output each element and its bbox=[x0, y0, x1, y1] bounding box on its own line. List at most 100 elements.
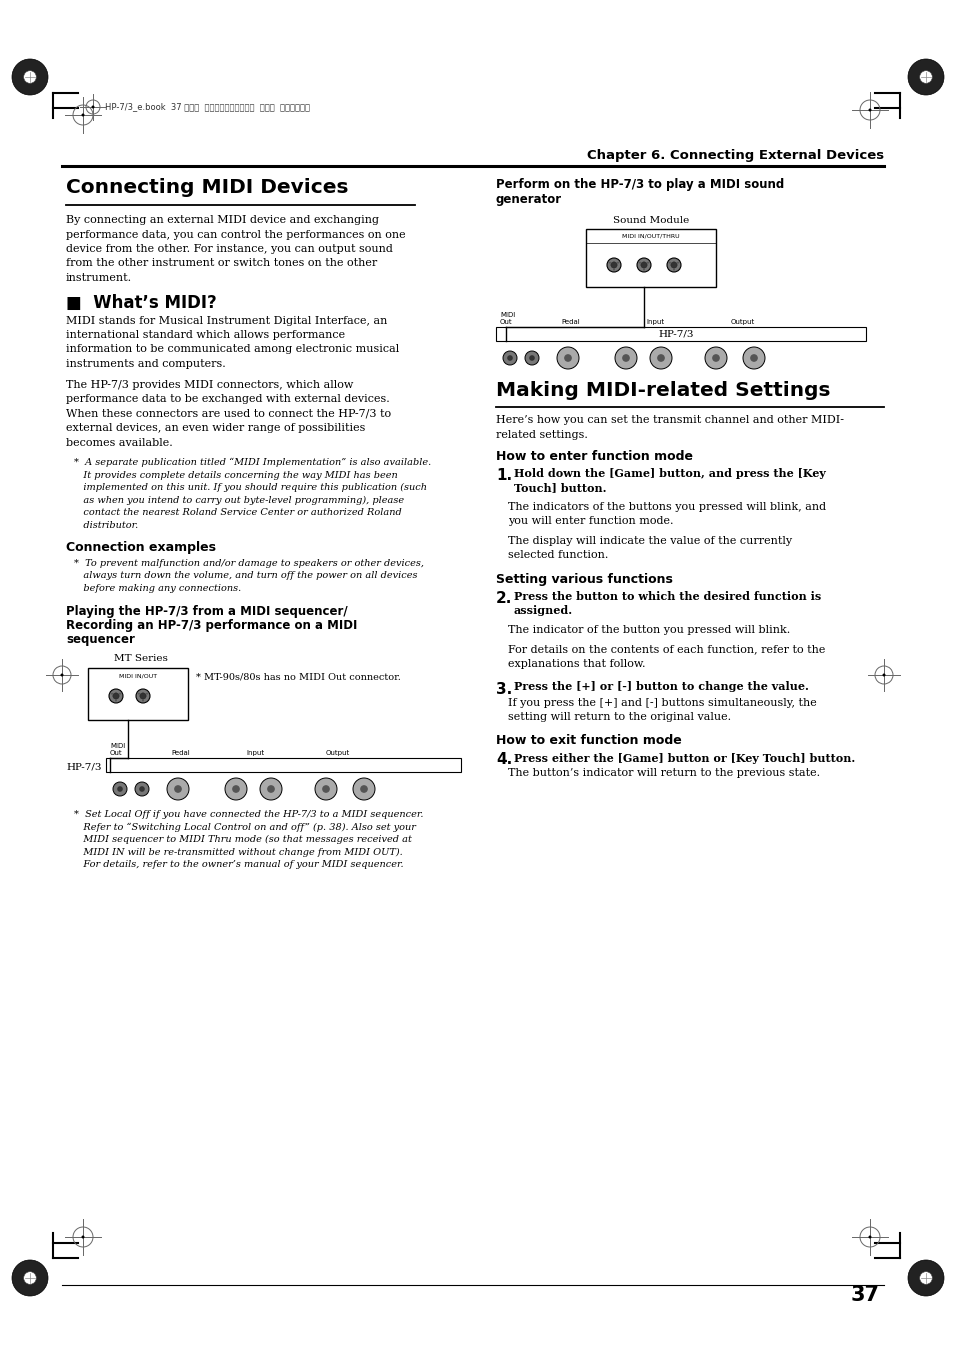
Circle shape bbox=[642, 269, 644, 270]
Bar bbox=[585, 230, 716, 286]
Circle shape bbox=[360, 785, 368, 793]
Text: MIDI IN/OUT: MIDI IN/OUT bbox=[119, 674, 157, 680]
Circle shape bbox=[637, 258, 650, 272]
Text: How to exit function mode: How to exit function mode bbox=[496, 735, 681, 747]
Text: explanations that follow.: explanations that follow. bbox=[507, 659, 645, 669]
Text: *  To prevent malfunction and/or damage to speakers or other devices,: * To prevent malfunction and/or damage t… bbox=[74, 559, 423, 567]
Circle shape bbox=[711, 354, 720, 362]
Text: Perform on the HP-7/3 to play a MIDI sound: Perform on the HP-7/3 to play a MIDI sou… bbox=[496, 178, 783, 190]
Circle shape bbox=[617, 262, 618, 263]
Text: Here’s how you can set the transmit channel and other MIDI-: Here’s how you can set the transmit chan… bbox=[496, 415, 843, 426]
Text: Press the [+] or [-] button to change the value.: Press the [+] or [-] button to change th… bbox=[514, 681, 808, 693]
Circle shape bbox=[704, 347, 726, 369]
Text: 3.: 3. bbox=[496, 681, 512, 697]
Text: selected function.: selected function. bbox=[507, 550, 608, 561]
Text: Sound Module: Sound Module bbox=[612, 216, 688, 226]
Text: How to enter function mode: How to enter function mode bbox=[496, 450, 692, 463]
Text: MIDI IN will be re-transmitted without change from MIDI OUT).: MIDI IN will be re-transmitted without c… bbox=[74, 847, 402, 857]
Text: generator: generator bbox=[496, 193, 561, 205]
Circle shape bbox=[610, 262, 617, 267]
Text: from the other instrument or switch tones on the other: from the other instrument or switch tone… bbox=[66, 258, 376, 269]
Circle shape bbox=[608, 262, 611, 263]
Circle shape bbox=[882, 674, 884, 677]
Text: Pedal: Pedal bbox=[171, 750, 190, 757]
Text: When these connectors are used to connect the HP-7/3 to: When these connectors are used to connec… bbox=[66, 408, 391, 419]
Text: *  A separate publication titled “MIDI Implementation” is also available.: * A separate publication titled “MIDI Im… bbox=[74, 458, 431, 467]
Text: Making MIDI-related Settings: Making MIDI-related Settings bbox=[496, 381, 830, 400]
Text: 37: 37 bbox=[850, 1285, 879, 1305]
Text: Recording an HP-7/3 performance on a MIDI: Recording an HP-7/3 performance on a MID… bbox=[66, 619, 357, 632]
Circle shape bbox=[119, 693, 121, 694]
Circle shape bbox=[677, 262, 679, 263]
Circle shape bbox=[112, 693, 119, 700]
Text: MIDI
Out: MIDI Out bbox=[110, 743, 125, 757]
Circle shape bbox=[867, 108, 871, 112]
Text: Output: Output bbox=[326, 750, 350, 757]
Circle shape bbox=[139, 786, 145, 792]
Circle shape bbox=[167, 778, 189, 800]
Circle shape bbox=[24, 70, 36, 84]
Circle shape bbox=[232, 785, 239, 793]
Text: Input: Input bbox=[645, 319, 663, 326]
Text: Chapter 6. Connecting External Devices: Chapter 6. Connecting External Devices bbox=[586, 149, 883, 162]
Circle shape bbox=[742, 347, 764, 369]
Text: 2.: 2. bbox=[496, 590, 512, 607]
Text: Playing the HP-7/3 from a MIDI sequencer/: Playing the HP-7/3 from a MIDI sequencer… bbox=[66, 604, 347, 617]
Text: *  Set Local Off if you have connected the HP-7/3 to a MIDI sequencer.: * Set Local Off if you have connected th… bbox=[74, 811, 423, 819]
Circle shape bbox=[563, 354, 571, 362]
Circle shape bbox=[314, 778, 336, 800]
Circle shape bbox=[670, 262, 677, 267]
Text: implemented on this unit. If you should require this publication (such: implemented on this unit. If you should … bbox=[74, 484, 427, 492]
Text: The button’s indicator will return to the previous state.: The button’s indicator will return to th… bbox=[507, 769, 820, 778]
Text: before making any connections.: before making any connections. bbox=[74, 584, 241, 593]
Circle shape bbox=[322, 785, 330, 793]
Circle shape bbox=[524, 351, 538, 365]
Text: setting will return to the original value.: setting will return to the original valu… bbox=[507, 712, 730, 721]
Text: Connecting MIDI Devices: Connecting MIDI Devices bbox=[66, 178, 348, 197]
Circle shape bbox=[649, 347, 671, 369]
Text: For details, refer to the owner’s manual of your MIDI sequencer.: For details, refer to the owner’s manual… bbox=[74, 861, 403, 869]
Circle shape bbox=[24, 1271, 36, 1285]
Circle shape bbox=[867, 1236, 871, 1239]
Circle shape bbox=[615, 347, 637, 369]
Text: MIDI
Out: MIDI Out bbox=[499, 312, 515, 326]
Circle shape bbox=[907, 59, 943, 95]
Bar bbox=[496, 327, 865, 340]
Text: HP-7/3_e.book  37 ページ  ２００４年１月２６日  月曜日  午後５時１分: HP-7/3_e.book 37 ページ ２００４年１月２６日 月曜日 午後５時… bbox=[105, 103, 310, 112]
Circle shape bbox=[260, 778, 282, 800]
Text: international standard which allows performance: international standard which allows perf… bbox=[66, 330, 345, 340]
Text: Refer to “Switching Local Control on and off” (p. 38). Also set your: Refer to “Switching Local Control on and… bbox=[74, 823, 416, 832]
Circle shape bbox=[646, 262, 648, 263]
Circle shape bbox=[353, 778, 375, 800]
Text: Hold down the [Game] button, and press the [Key: Hold down the [Game] button, and press t… bbox=[514, 467, 825, 480]
Text: HP-7/3: HP-7/3 bbox=[66, 762, 101, 771]
Circle shape bbox=[613, 269, 615, 270]
Circle shape bbox=[12, 59, 48, 95]
Circle shape bbox=[907, 1260, 943, 1296]
Text: becomes available.: becomes available. bbox=[66, 438, 172, 447]
Circle shape bbox=[81, 113, 85, 116]
Text: MIDI IN/OUT/THRU: MIDI IN/OUT/THRU bbox=[621, 234, 679, 239]
Text: 4.: 4. bbox=[496, 753, 512, 767]
Text: The HP-7/3 provides MIDI connectors, which allow: The HP-7/3 provides MIDI connectors, whi… bbox=[66, 380, 353, 389]
Text: * MT-90s/80s has no MIDI Out connector.: * MT-90s/80s has no MIDI Out connector. bbox=[195, 673, 400, 682]
Text: you will enter function mode.: you will enter function mode. bbox=[507, 516, 673, 527]
Text: The indicators of the buttons you pressed will blink, and: The indicators of the buttons you presse… bbox=[507, 503, 825, 512]
Circle shape bbox=[91, 105, 94, 108]
Text: If you press the [+] and [-] buttons simultaneously, the: If you press the [+] and [-] buttons sim… bbox=[507, 697, 816, 708]
Text: The indicator of the button you pressed will blink.: The indicator of the button you pressed … bbox=[507, 626, 789, 635]
Circle shape bbox=[111, 693, 113, 694]
Text: device from the other. For instance, you can output sound: device from the other. For instance, you… bbox=[66, 245, 393, 254]
Circle shape bbox=[136, 689, 150, 703]
Text: always turn down the volume, and turn off the power on all devices: always turn down the volume, and turn of… bbox=[74, 571, 417, 581]
Circle shape bbox=[507, 355, 513, 361]
Circle shape bbox=[146, 693, 148, 694]
Text: related settings.: related settings. bbox=[496, 430, 587, 439]
Circle shape bbox=[140, 693, 146, 700]
Circle shape bbox=[657, 354, 664, 362]
Circle shape bbox=[621, 354, 629, 362]
Text: MIDI stands for Musical Instrument Digital Interface, an: MIDI stands for Musical Instrument Digit… bbox=[66, 316, 387, 326]
Text: MIDI sequencer to MIDI Thru mode (so that messages received at: MIDI sequencer to MIDI Thru mode (so tha… bbox=[74, 835, 412, 844]
Text: The display will indicate the value of the currently: The display will indicate the value of t… bbox=[507, 536, 791, 546]
Bar bbox=[88, 667, 188, 720]
